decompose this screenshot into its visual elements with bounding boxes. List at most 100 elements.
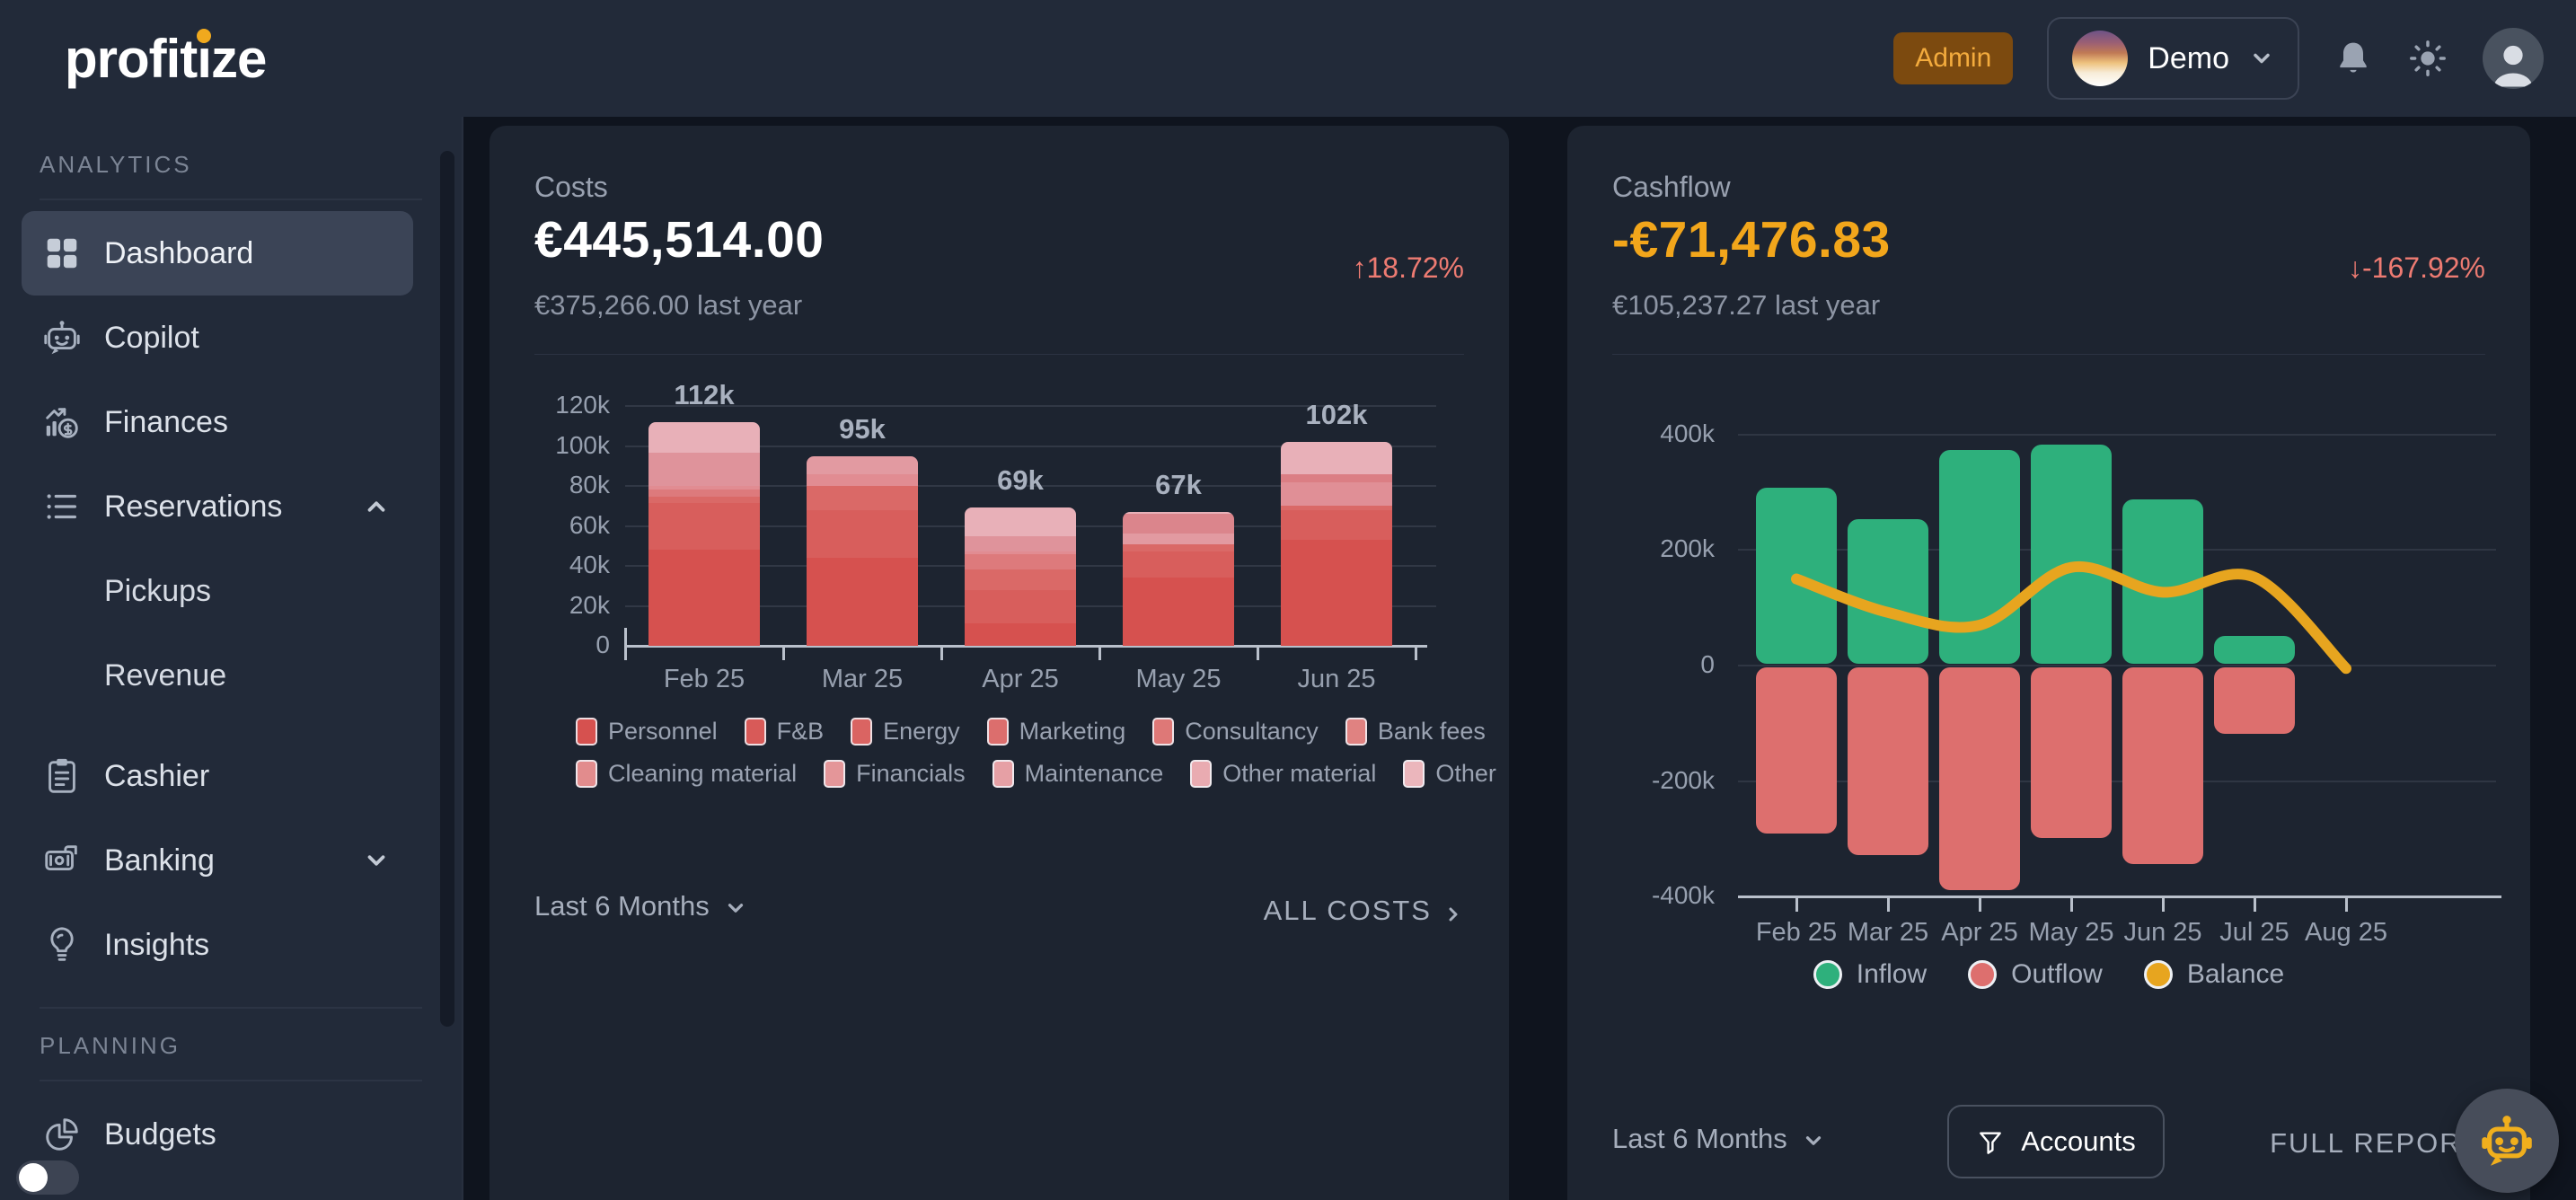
costs-bar-segment	[965, 569, 1076, 590]
costs-legend-row-2: Cleaning material Financials Maintenance Ot…	[576, 760, 1496, 788]
costs-axis-tick	[940, 648, 943, 660]
costs-bar-mar-25[interactable]	[807, 455, 918, 646]
sidebar-item-insights[interactable]: Insights	[22, 903, 413, 987]
costs-legend-item-maintenance[interactable]: Maintenance	[992, 760, 1164, 788]
sidebar-item-budgets[interactable]: Budgets	[22, 1092, 413, 1177]
cashflow-outflow-bar-jun-25[interactable]	[2122, 667, 2203, 864]
copilot-fab-button[interactable]	[2455, 1089, 2559, 1193]
sidebar-item-copilot[interactable]: Copilot	[22, 296, 413, 380]
costs-legend-item-consultancy[interactable]: Consultancy	[1152, 718, 1319, 746]
costs-x-tick-label: Jun 25	[1297, 665, 1376, 693]
cashflow-inflow-bar-may-25[interactable]	[2031, 444, 2112, 664]
logo-dotted-i: ı	[197, 28, 212, 89]
cashflow-inflow-bar-apr-25[interactable]	[1939, 450, 2020, 664]
costs-bar-segment	[965, 535, 1076, 552]
costs-bar-segment	[648, 497, 760, 503]
costs-bar-total-label: 67k	[1155, 468, 1202, 500]
sidebar-item-dashboard[interactable]: Dashboard	[22, 211, 413, 296]
sidebar-item-finances[interactable]: Finances	[22, 380, 413, 464]
costs-bar-jun-25[interactable]	[1281, 442, 1392, 646]
wallet-icon	[41, 840, 83, 881]
sidebar-item-pickups[interactable]: Pickups	[22, 549, 413, 633]
sidebar-item-cashier[interactable]: Cashier	[22, 734, 413, 818]
costs-grid-line	[625, 485, 1436, 487]
sidebar-item-banking[interactable]: Banking	[22, 818, 413, 903]
cashflow-inflow-bar-mar-25[interactable]	[1848, 519, 1928, 664]
costs-card: Costs €445,514.00 ↑18.72% €375,266.00 la…	[490, 126, 1509, 1200]
costs-bar-feb-25[interactable]	[648, 421, 760, 646]
costs-legend-item-cleaning-material[interactable]: Cleaning material	[576, 760, 797, 788]
costs-bar-total-label: 69k	[997, 464, 1044, 497]
legend-label: Other	[1435, 760, 1496, 787]
sidebar-section-label-planning: PLANNING	[40, 1032, 181, 1059]
legend-label: F&B	[776, 718, 825, 745]
sidebar-scrollbar-thumb[interactable]	[440, 151, 454, 1027]
finances-icon	[41, 401, 83, 443]
costs-bar-segment	[1123, 551, 1234, 578]
cashflow-grid-line	[1738, 665, 2496, 666]
legend-label: Other material	[1222, 760, 1377, 787]
cashflow-y-tick-label: -200k	[1651, 765, 1715, 794]
bulb-icon	[41, 924, 83, 966]
org-avatar	[2072, 31, 2129, 86]
notifications-bell-icon[interactable]	[2333, 39, 2373, 78]
cashflow-outflow-bar-apr-25[interactable]	[1939, 667, 2020, 890]
cashflow-period-select[interactable]: Last 6 Months	[1612, 1123, 1825, 1155]
sidebar-item-revenue[interactable]: Revenue	[22, 633, 413, 718]
org-switcher[interactable]: Demo	[2047, 17, 2299, 100]
cashflow-outflow-bar-mar-25[interactable]	[1848, 667, 1928, 855]
costs-x-tick-label: Apr 25	[982, 665, 1059, 693]
clipboard-icon	[41, 755, 83, 797]
costs-bar-may-25[interactable]	[1123, 511, 1234, 646]
cashflow-inflow-bar-jun-25[interactable]	[2122, 499, 2203, 664]
legend-label: Marketing	[1019, 718, 1126, 745]
cashflow-inflow-bar-feb-25[interactable]	[1756, 487, 1837, 664]
legend-label: Consultancy	[1185, 718, 1319, 745]
costs-period-select[interactable]: Last 6 Months	[534, 890, 747, 922]
sidebar: ANALYTICS Dashboard Copilot Finances Reserva…	[0, 117, 463, 1200]
cashflow-y-tick-label: 0	[1700, 650, 1715, 678]
cashflow-outflow-bar-jul-25[interactable]	[2214, 667, 2295, 734]
sidebar-item-label: Revenue	[104, 657, 227, 693]
divider	[1612, 354, 2485, 355]
user-avatar[interactable]	[2483, 28, 2544, 89]
costs-bar-apr-25[interactable]	[965, 507, 1076, 646]
org-name: Demo	[2148, 40, 2229, 75]
cashflow-outflow-bar-may-25[interactable]	[2031, 667, 2112, 838]
costs-legend-item-personnel[interactable]: Personnel	[576, 718, 718, 746]
costs-legend-item-bank-fees[interactable]: Bank fees	[1345, 718, 1486, 746]
cashflow-outflow-bar-feb-25[interactable]	[1756, 667, 1837, 834]
costs-bar-segment	[1281, 442, 1392, 474]
theme-sun-icon[interactable]	[2407, 38, 2448, 79]
costs-legend-item-energy[interactable]: Energy	[851, 718, 960, 746]
legend-label: Financials	[856, 760, 966, 787]
chevron-down-icon	[363, 847, 390, 874]
cashflow-legend-item-inflow[interactable]: Inflow	[1813, 959, 1927, 990]
costs-bar-segment	[1281, 509, 1392, 541]
costs-bar-total-label: 102k	[1305, 399, 1368, 431]
legend-swatch	[576, 760, 597, 788]
costs-legend-item-marketing[interactable]: Marketing	[986, 718, 1126, 746]
legend-label: Maintenance	[1024, 760, 1164, 787]
costs-legend-item-financials[interactable]: Financials	[824, 760, 966, 788]
sidebar-item-reservations[interactable]: Reservations	[22, 464, 413, 549]
costs-y-tick-label: 60k	[569, 510, 610, 539]
costs-bar-segment	[1281, 473, 1392, 482]
costs-bar-total-label: 95k	[839, 412, 886, 445]
full-report-link[interactable]: FULL REPORT	[2270, 1127, 2480, 1160]
cashflow-inflow-bar-jul-25[interactable]	[2214, 636, 2295, 664]
sidebar-collapse-toggle[interactable]	[16, 1160, 79, 1195]
cashflow-axis-tick	[2070, 898, 2073, 913]
chevron-down-icon	[1802, 1127, 1825, 1151]
costs-legend-item-other[interactable]: Other	[1403, 760, 1496, 788]
legend-swatch	[1968, 960, 1998, 989]
all-costs-link[interactable]: ALL COSTS	[1264, 895, 1464, 927]
cashflow-legend-item-outflow[interactable]: Outflow	[1968, 959, 2103, 990]
costs-y-axis-stub	[624, 628, 627, 660]
cashflow-legend-item-balance[interactable]: Balance	[2143, 959, 2284, 990]
cashflow-legend: Inflow Outflow Balance	[1567, 959, 2530, 990]
accounts-filter-button[interactable]: Accounts	[1947, 1105, 2165, 1178]
legend-swatch	[1345, 718, 1367, 746]
costs-legend-item-other-material[interactable]: Other material	[1190, 760, 1376, 788]
costs-legend-item-f-b[interactable]: F&B	[744, 718, 825, 746]
